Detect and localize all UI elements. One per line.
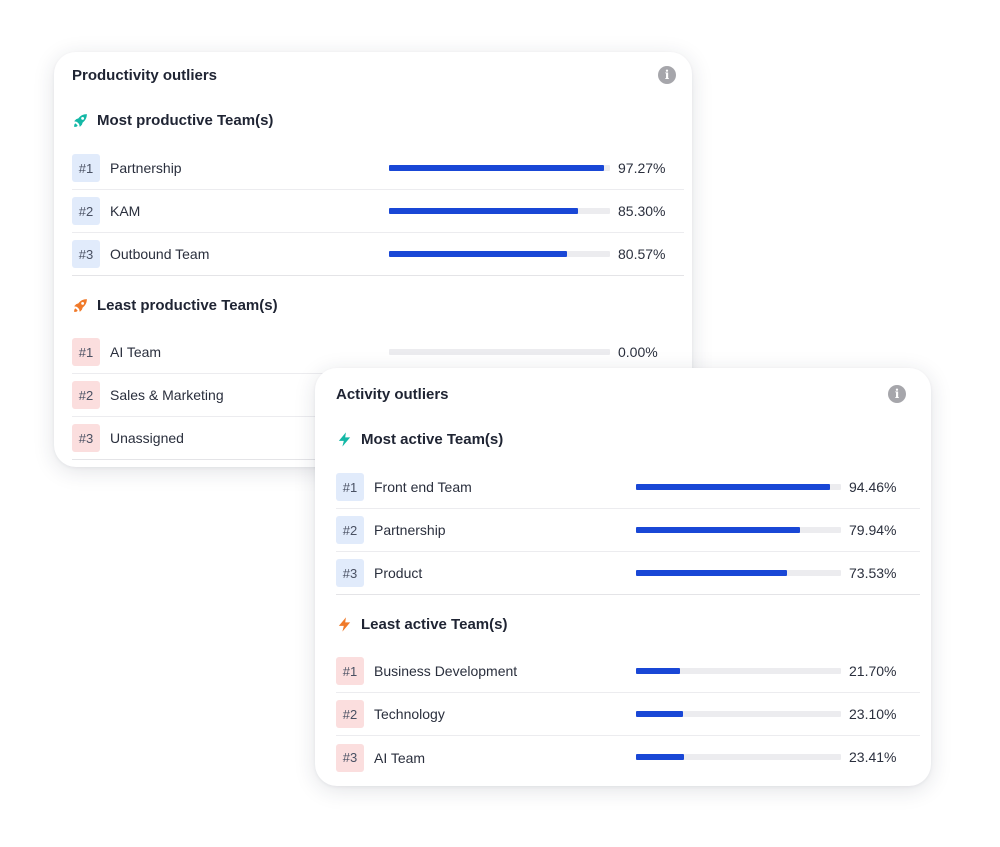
team-name: Product <box>374 565 423 581</box>
most-productive-section-title: Most productive Team(s) <box>72 112 273 129</box>
lightning-icon <box>338 617 351 632</box>
progress-bar <box>636 668 841 674</box>
progress-bar <box>636 711 841 717</box>
team-name: AI Team <box>110 344 162 360</box>
progress-bar <box>636 570 841 576</box>
table-row: #2 KAM <box>72 190 684 233</box>
progress-fill <box>636 711 684 717</box>
lightning-icon <box>338 432 351 447</box>
progress-bar <box>389 165 610 171</box>
team-name: Unassigned <box>110 430 184 446</box>
table-row: #2 Partnership <box>336 509 920 552</box>
rank-badge: #2 <box>72 197 100 225</box>
table-row: #1 Partnership <box>72 147 684 190</box>
activity-card-title: Activity outliers <box>336 386 449 403</box>
info-icon[interactable]: i <box>888 385 906 403</box>
section-title-text: Most productive Team(s) <box>97 112 274 129</box>
rank-badge: #1 <box>336 473 364 501</box>
percentage-value: 94.46% <box>849 479 897 495</box>
percentage-value: 0.00% <box>618 344 658 360</box>
table-row: #3 Product <box>336 552 920 595</box>
rocket-icon <box>74 299 87 312</box>
table-row: #1 Business Development <box>336 650 920 693</box>
percentage-value: 73.53% <box>849 565 897 581</box>
progress-bar <box>636 754 841 760</box>
least-productive-section-title: Least productive Team(s) <box>72 297 278 314</box>
team-name: AI Team <box>374 749 426 766</box>
team-name: Outbound Team <box>110 246 210 262</box>
progress-fill <box>636 570 787 576</box>
progress-fill <box>389 208 578 214</box>
percentage-value: 85.30% <box>618 203 666 219</box>
table-row: #3 AI Team <box>336 736 920 779</box>
activity-outliers-card: Activity outliers i Most active Team(s) … <box>315 368 931 786</box>
team-name: Sales & Marketing <box>110 387 224 403</box>
progress-bar <box>389 349 610 355</box>
rank-badge: #2 <box>336 700 364 728</box>
progress-fill <box>636 484 830 490</box>
progress-fill <box>636 754 684 760</box>
percentage-value: 23.10% <box>849 706 897 722</box>
team-name: KAM <box>110 203 141 219</box>
progress-bar <box>389 251 610 257</box>
percentage-value: 97.27% <box>618 160 666 176</box>
progress-bar <box>636 527 841 533</box>
percentage-value: 79.94% <box>849 522 897 538</box>
rank-badge: #2 <box>72 381 100 409</box>
rank-badge: #3 <box>72 240 100 268</box>
team-name: Front end Team <box>374 479 472 495</box>
rank-badge: #1 <box>72 338 100 366</box>
team-name: Technology <box>374 706 445 722</box>
rank-badge: #3 <box>336 559 364 587</box>
rocket-icon <box>74 114 87 127</box>
progress-bar <box>636 484 841 490</box>
most-active-section-title: Most active Team(s) <box>336 431 503 448</box>
table-row: #1 Front end Team <box>336 466 920 509</box>
percentage-value: 21.70% <box>849 663 897 679</box>
rank-badge: #1 <box>336 657 364 685</box>
rank-badge: #1 <box>72 154 100 182</box>
progress-bar <box>389 208 610 214</box>
info-icon[interactable]: i <box>658 66 676 84</box>
team-name: Partnership <box>374 522 446 538</box>
progress-fill <box>636 527 800 533</box>
rank-badge: #2 <box>336 516 364 544</box>
table-row: #2 Technology <box>336 693 920 736</box>
productivity-card-title: Productivity outliers <box>72 67 218 84</box>
progress-fill <box>636 668 681 674</box>
rank-badge: #3 <box>72 424 100 452</box>
least-active-section-title: Least active Team(s) <box>336 616 507 633</box>
section-title-text: Least active Team(s) <box>361 616 508 633</box>
percentage-value: 23.41% <box>849 749 897 765</box>
progress-fill <box>389 251 568 257</box>
rank-badge: #3 <box>336 743 364 772</box>
table-row: #3 Outbound Team <box>72 233 684 276</box>
section-title-text: Least productive Team(s) <box>97 297 278 314</box>
section-title-text: Most active Team(s) <box>361 431 504 448</box>
team-name: Partnership <box>110 160 182 176</box>
progress-fill <box>389 165 604 171</box>
team-name: Business Development <box>374 663 518 679</box>
percentage-value: 80.57% <box>618 246 666 262</box>
